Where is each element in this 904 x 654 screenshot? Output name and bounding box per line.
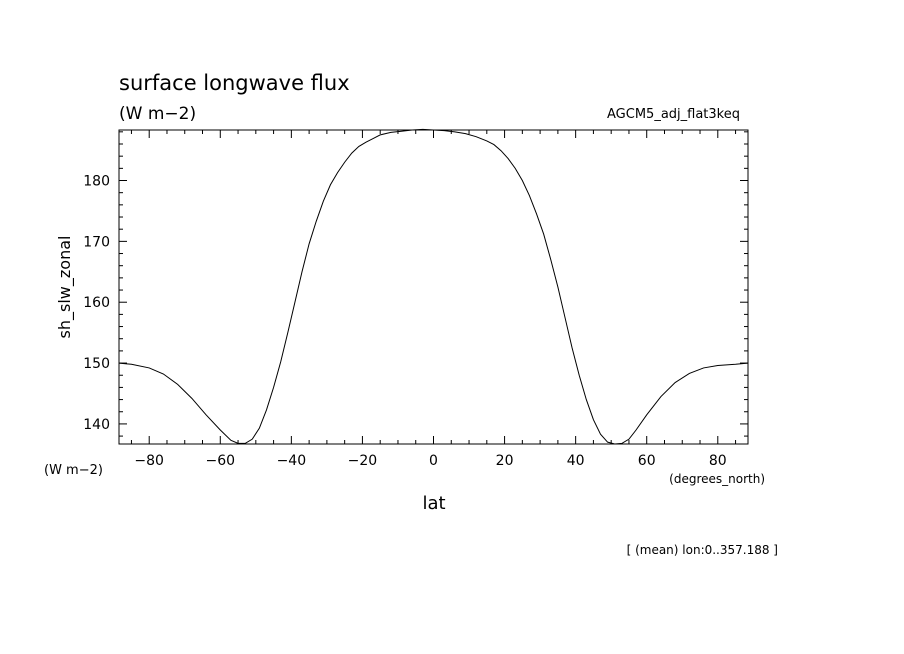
series-line (118, 128, 749, 445)
plot-frame (118, 129, 749, 445)
dataset-label: AGCM5_adj_flat3keq (607, 107, 740, 122)
y-ticks: 140 150 160 170 180 (83, 174, 748, 433)
chart-title: surface longwave flux (119, 71, 350, 95)
x-tick-label: 40 (567, 453, 585, 469)
y-axis-units: (W m−2) (44, 463, 103, 478)
y-tick-label: 160 (83, 295, 110, 311)
x-ticks: −80 −60 −40 −20 0 20 40 60 80 (134, 130, 727, 469)
x-axis-units: (degrees_north) (669, 472, 765, 486)
x-tick-label: 60 (638, 453, 656, 469)
y-axis-label: sh_slw_zonal (55, 236, 75, 339)
x-tick-label: 20 (496, 453, 514, 469)
x-tick-label: −20 (348, 453, 378, 469)
y-tick-label: 140 (83, 417, 110, 433)
x-tick-label: −60 (206, 453, 236, 469)
y-tick-label: 180 (83, 174, 110, 190)
minor-ticks (119, 130, 748, 444)
x-tick-label: 0 (429, 453, 438, 469)
y-tick-label: 150 (83, 356, 110, 372)
x-axis-label: lat (422, 493, 445, 514)
plot-area: −80 −60 −40 −20 0 20 40 60 80 140 150 160 170 180 (83, 128, 749, 469)
x-tick-label: −80 (134, 453, 164, 469)
footer-note: [ (mean) lon:0..357.188 ] (627, 543, 778, 557)
chart-units: (W m−2) (119, 104, 196, 124)
x-tick-label: −40 (277, 453, 307, 469)
x-tick-label: 80 (709, 453, 727, 469)
y-tick-label: 170 (83, 234, 110, 250)
